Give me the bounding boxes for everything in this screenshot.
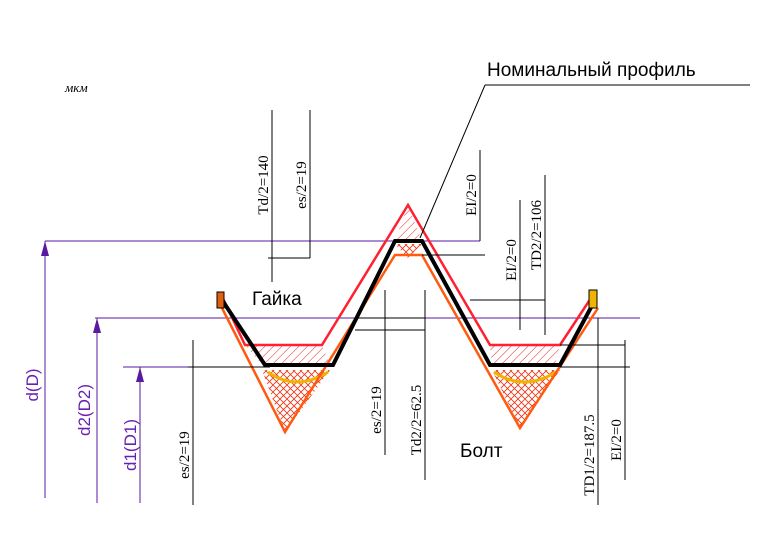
dimension-label: TD2/2=106 bbox=[529, 199, 545, 270]
dimension-label: EI/2=0 bbox=[464, 174, 480, 216]
leader-label: Номинальный профиль bbox=[487, 60, 696, 81]
dimension-label: Td2/2=62.5 bbox=[409, 385, 425, 456]
profile bbox=[216, 202, 600, 435]
dimension-label: EI/2=0 bbox=[504, 239, 520, 281]
dimension-label: es/2=19 bbox=[177, 431, 193, 479]
diameter-label: d(D) bbox=[23, 368, 42, 401]
dimension-label: Td/2=140 bbox=[256, 155, 272, 214]
diameter-label: d2(D2) bbox=[75, 384, 94, 436]
bolt-label: Болт bbox=[460, 441, 503, 462]
dimension-label: TD1/2=187.5 bbox=[582, 414, 598, 495]
dimension-lines bbox=[188, 84, 750, 505]
dimension-label: EI/2=0 bbox=[609, 419, 625, 461]
units: мкм bbox=[64, 80, 88, 95]
dimension-label: es/2=19 bbox=[294, 161, 310, 209]
nut-label: Гайка bbox=[252, 289, 302, 310]
dimension-label: es/2=19 bbox=[369, 386, 385, 434]
diameter-label: d1(D1) bbox=[121, 419, 140, 471]
